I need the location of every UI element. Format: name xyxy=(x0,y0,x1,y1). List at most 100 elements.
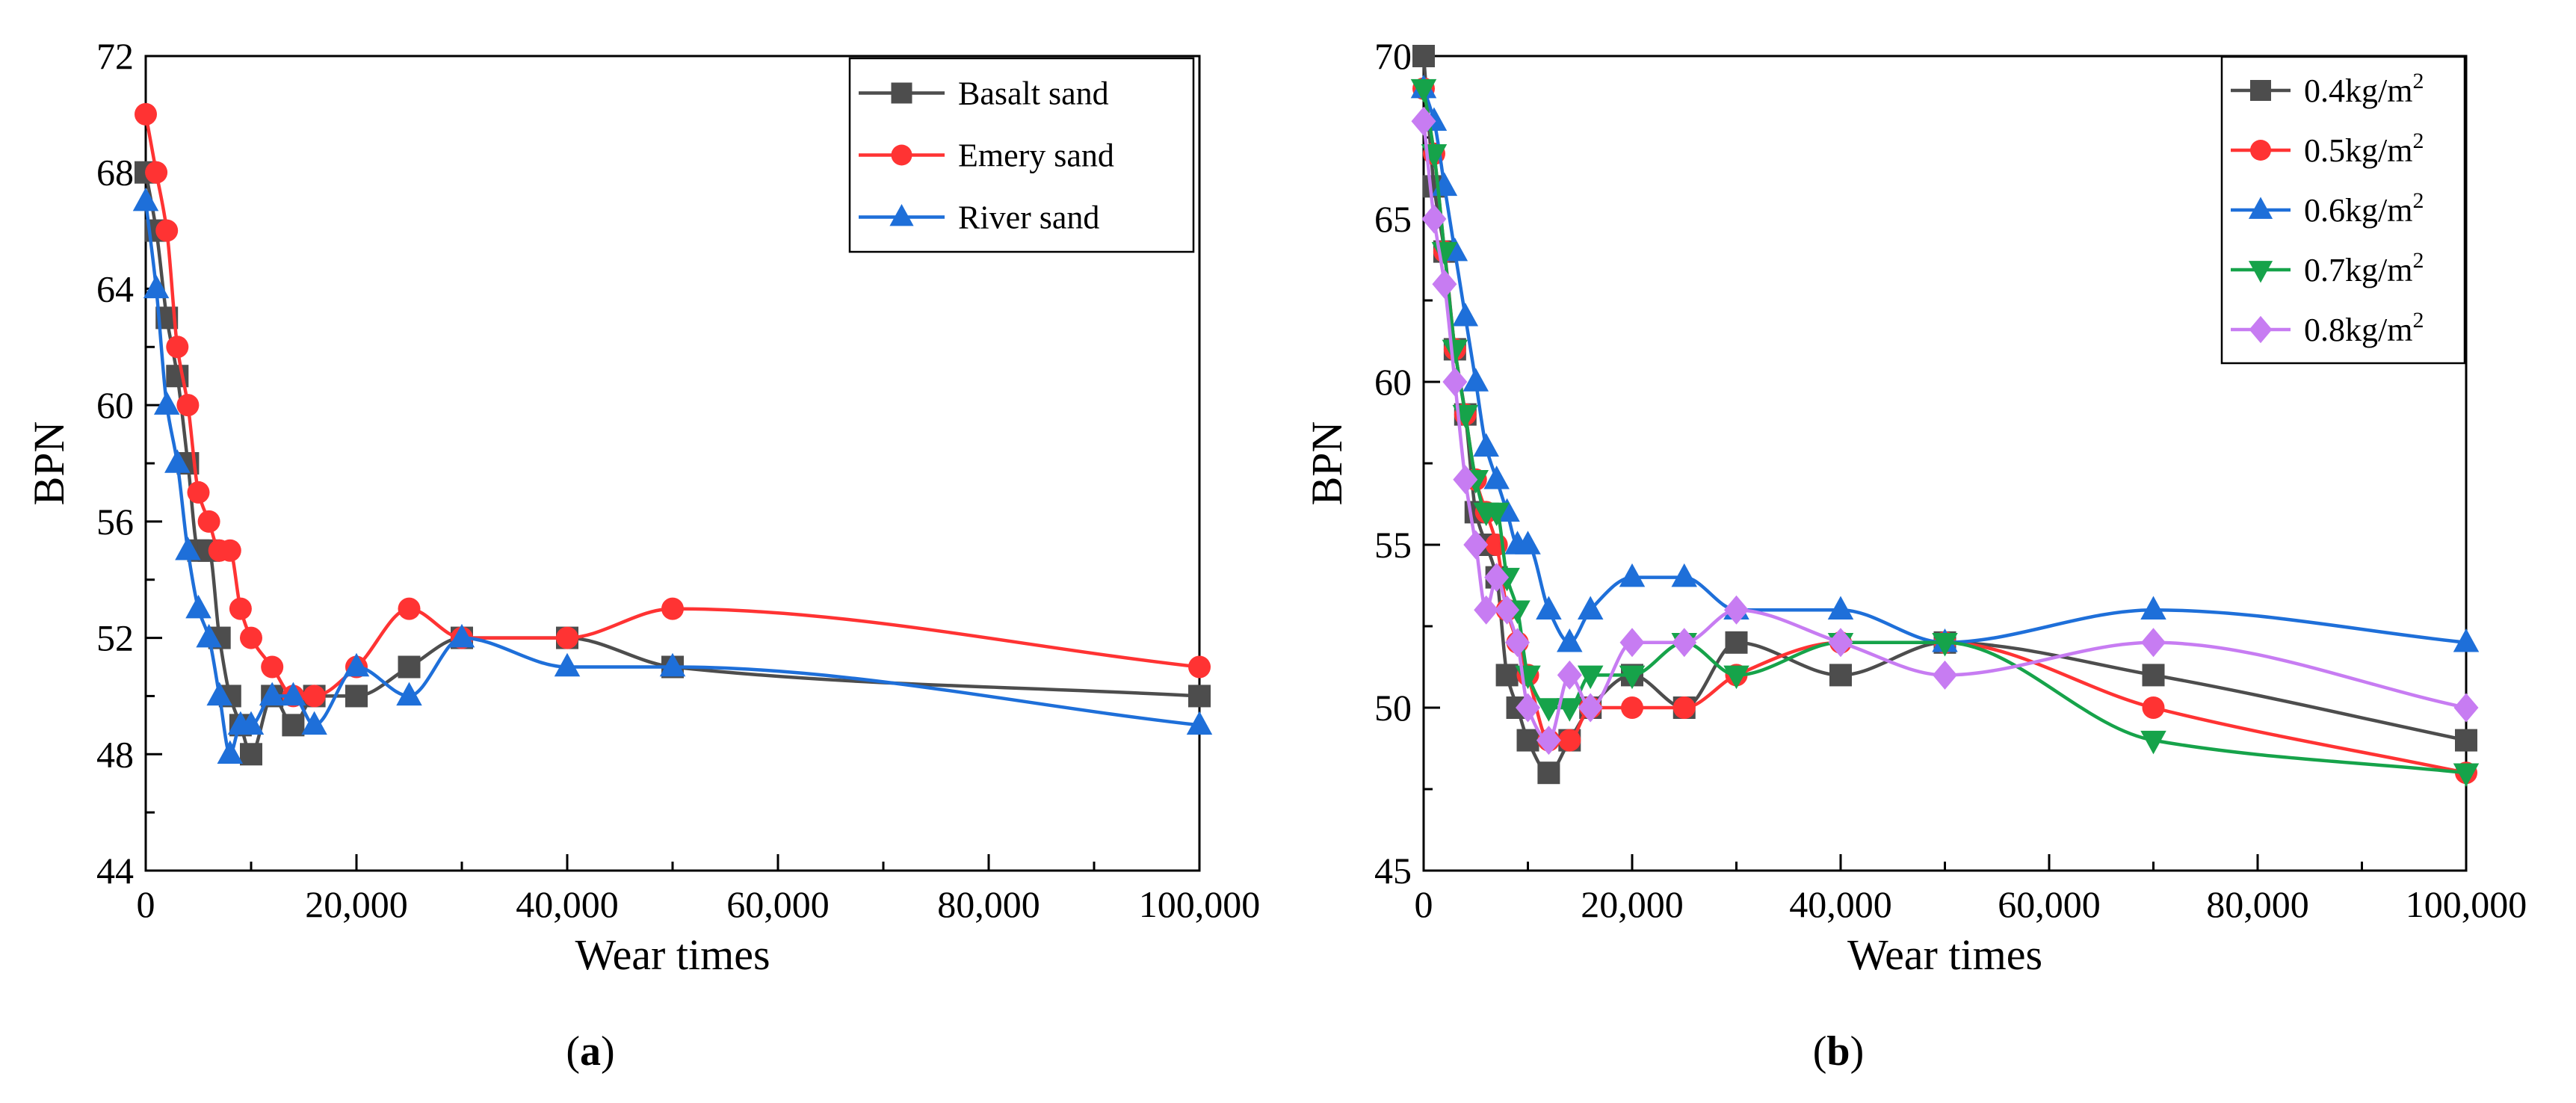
data-point xyxy=(1672,696,1696,719)
data-point xyxy=(1577,665,1604,690)
y-tick-label: 50 xyxy=(1374,687,1412,729)
data-point xyxy=(196,623,222,648)
y-tick-label: 64 xyxy=(96,268,134,309)
data-point xyxy=(303,685,326,708)
x-tick-label: 20,000 xyxy=(305,883,408,925)
data-point xyxy=(2140,730,2166,755)
legend-label: Basalt sand xyxy=(958,75,1109,112)
y-tick-label: 68 xyxy=(96,152,134,194)
data-point xyxy=(1483,502,1510,527)
data-point xyxy=(280,682,306,706)
data-point xyxy=(1516,729,1539,752)
data-point xyxy=(396,682,422,706)
data-point xyxy=(1557,660,1582,690)
data-point xyxy=(145,161,168,184)
data-point xyxy=(164,449,191,473)
data-point xyxy=(261,655,284,679)
data-point xyxy=(1621,696,1643,719)
legend-label: 0.5kg/m2 xyxy=(2304,129,2424,169)
series-0-7kg-m xyxy=(1410,78,2480,787)
data-point xyxy=(2140,596,2166,620)
data-point xyxy=(1495,595,1520,625)
data-point xyxy=(556,626,578,649)
data-point xyxy=(398,597,421,620)
legend-marker xyxy=(889,204,914,226)
data-point xyxy=(282,714,305,737)
legend-marker xyxy=(2249,315,2273,344)
legend: Basalt sand Emery sand River sand xyxy=(848,57,1195,253)
y-tick-label: 60 xyxy=(96,384,134,426)
data-point xyxy=(1410,78,1437,103)
x-tick-label: 100,000 xyxy=(2406,883,2527,925)
y-axis-label: BPN xyxy=(25,421,73,506)
data-point xyxy=(1577,596,1604,620)
data-point xyxy=(1188,685,1211,708)
data-point xyxy=(176,394,200,417)
data-point xyxy=(1671,563,1697,587)
data-point xyxy=(1536,726,1561,756)
data-point xyxy=(2453,628,2480,652)
y-tick-label: 72 xyxy=(96,35,134,77)
legend-label: 0.8kg/m2 xyxy=(2304,308,2424,348)
data-point xyxy=(259,682,285,706)
data-point xyxy=(448,623,475,648)
series-line xyxy=(143,114,1200,698)
legend-label: Emery sand xyxy=(958,138,1114,174)
data-point xyxy=(1505,628,1531,658)
chart-b: 0 20,000 40,000 60,000 80,000 100,000 45 50 55 60… xyxy=(1303,35,2527,1075)
data-point xyxy=(2453,693,2479,723)
data-point xyxy=(1452,303,1479,327)
data-point xyxy=(1453,465,1478,495)
data-point xyxy=(1619,665,1646,690)
data-point xyxy=(1463,530,1489,560)
data-point xyxy=(554,652,581,677)
data-point xyxy=(1536,698,1562,722)
x-tick-label: 0 xyxy=(137,883,155,925)
data-point xyxy=(175,537,201,560)
data-point xyxy=(1578,693,1603,723)
x-tick-label: 20,000 xyxy=(1581,883,1684,925)
data-point xyxy=(238,711,265,735)
data-point xyxy=(1558,729,1581,752)
data-point xyxy=(1557,628,1583,652)
data-point xyxy=(1442,367,1468,397)
legend-label: 0.6kg/m2 xyxy=(2304,188,2424,229)
legend-marker xyxy=(891,82,912,104)
y-axis-label: BPN xyxy=(1303,421,1351,506)
data-point xyxy=(185,594,211,619)
data-point xyxy=(1725,631,1748,654)
data-point xyxy=(2142,664,2165,687)
x-tick-label: 60,000 xyxy=(1998,883,2101,925)
data-point xyxy=(2453,763,2480,787)
data-point xyxy=(661,597,684,620)
data-point xyxy=(229,597,252,620)
data-point xyxy=(1723,665,1749,690)
legend-marker xyxy=(2250,80,2271,101)
data-point xyxy=(398,655,421,679)
data-point xyxy=(1474,595,1499,625)
data-point xyxy=(343,652,370,677)
data-point xyxy=(1186,711,1213,735)
data-point xyxy=(2141,628,2166,658)
legend-label: 0.4kg/m2 xyxy=(2304,69,2424,109)
data-point xyxy=(1412,45,1435,67)
data-point xyxy=(217,740,244,764)
panel-caption: (b) xyxy=(1813,1028,1864,1075)
legend-marker xyxy=(2248,197,2273,219)
y-tick-label: 48 xyxy=(96,733,134,775)
x-tick-label: 80,000 xyxy=(937,883,1040,925)
data-point xyxy=(1421,204,1447,234)
data-point xyxy=(2455,729,2477,752)
legend-label: River sand xyxy=(958,200,1099,236)
data-point xyxy=(1442,339,1468,364)
legend-marker xyxy=(2250,140,2271,161)
data-point xyxy=(1619,563,1646,587)
data-point xyxy=(1672,628,1697,658)
data-point xyxy=(240,626,262,649)
legend-marker xyxy=(2248,261,2273,283)
data-point xyxy=(1188,655,1211,679)
x-tick-label: 0 xyxy=(1415,883,1433,925)
data-point xyxy=(218,539,241,562)
data-point xyxy=(1829,664,1852,687)
